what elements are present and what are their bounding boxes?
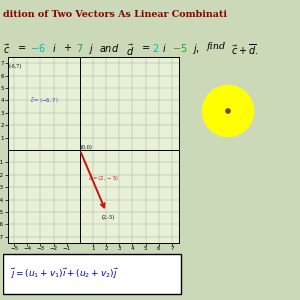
Text: $\vec{c}$: $\vec{c}$ — [3, 42, 11, 56]
Text: $\vec{\jmath} = (u_1 + v_1)\vec{\imath} + (u_2 + v_2)\vec{\jmath}$: $\vec{\jmath} = (u_1 + v_1)\vec{\imath} … — [10, 267, 119, 281]
Text: $=$: $=$ — [140, 42, 151, 51]
Text: $and$: $and$ — [99, 42, 119, 54]
Text: $7$: $7$ — [76, 42, 84, 54]
Text: $\vec{c}=\langle{-6,7}\rangle$: $\vec{c}=\langle{-6,7}\rangle$ — [30, 97, 58, 105]
Text: $-5$: $-5$ — [172, 42, 188, 54]
Text: $j$: $j$ — [88, 42, 94, 56]
Text: $\vec{c}+\overline{d}.$: $\vec{c}+\overline{d}.$ — [231, 42, 259, 57]
Text: $\vec{d}$: $\vec{d}$ — [126, 42, 134, 58]
Text: $2$: $2$ — [152, 42, 159, 54]
Text: $-6$: $-6$ — [30, 42, 46, 54]
Text: $\vec{d}=\langle{2,-5}\rangle$: $\vec{d}=\langle{2,-5}\rangle$ — [88, 174, 119, 184]
Text: (-6,7): (-6,7) — [8, 64, 21, 69]
Text: (0,0): (0,0) — [81, 145, 93, 150]
Text: find: find — [207, 42, 226, 51]
Text: (2,-5): (2,-5) — [102, 215, 115, 220]
Text: $j,$: $j,$ — [192, 42, 200, 56]
Text: $i$: $i$ — [52, 42, 57, 54]
Text: dition of Two Vectors As Linear Combinati: dition of Two Vectors As Linear Combinat… — [3, 10, 227, 19]
Text: $i$: $i$ — [162, 42, 167, 54]
Text: $=$: $=$ — [16, 42, 28, 51]
Text: $+$: $+$ — [63, 42, 72, 53]
FancyBboxPatch shape — [3, 254, 181, 294]
